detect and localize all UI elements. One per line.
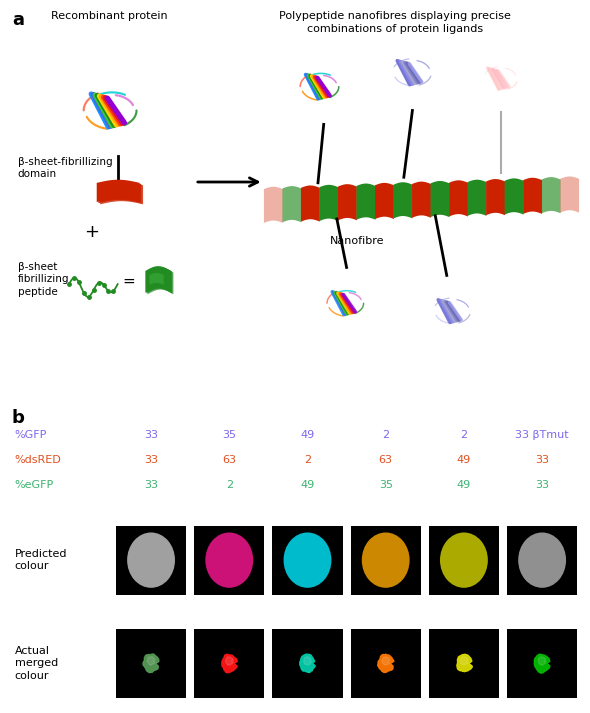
- Text: %eGFP: %eGFP: [15, 480, 54, 490]
- Text: Predicted
colour: Predicted colour: [15, 549, 67, 571]
- Text: Recombinant protein: Recombinant protein: [51, 11, 168, 21]
- Polygon shape: [535, 654, 550, 673]
- Text: 33: 33: [535, 480, 549, 490]
- Polygon shape: [147, 657, 155, 665]
- Text: 33: 33: [144, 455, 158, 465]
- Polygon shape: [143, 654, 159, 672]
- Text: Actual
merged
colour: Actual merged colour: [15, 646, 58, 681]
- FancyBboxPatch shape: [429, 525, 499, 595]
- Text: Polypeptide nanofibres displaying precise
combinations of protein ligands: Polypeptide nanofibres displaying precis…: [279, 11, 511, 34]
- Text: 49: 49: [457, 480, 471, 490]
- FancyBboxPatch shape: [194, 629, 264, 698]
- FancyBboxPatch shape: [350, 629, 421, 698]
- FancyBboxPatch shape: [507, 525, 578, 595]
- Ellipse shape: [284, 533, 332, 588]
- Polygon shape: [225, 657, 233, 665]
- Polygon shape: [460, 657, 468, 665]
- FancyBboxPatch shape: [194, 525, 264, 595]
- Polygon shape: [538, 657, 546, 665]
- FancyBboxPatch shape: [273, 525, 343, 595]
- Ellipse shape: [205, 533, 253, 588]
- Text: %GFP: %GFP: [15, 430, 47, 440]
- FancyBboxPatch shape: [116, 525, 186, 595]
- FancyBboxPatch shape: [350, 525, 421, 595]
- Text: 35: 35: [222, 430, 236, 440]
- Text: =: =: [123, 274, 136, 289]
- Ellipse shape: [518, 533, 566, 588]
- FancyBboxPatch shape: [273, 629, 343, 698]
- Text: 63: 63: [379, 455, 393, 465]
- Text: 35: 35: [379, 480, 393, 490]
- Text: 49: 49: [457, 455, 471, 465]
- Polygon shape: [378, 654, 394, 672]
- Text: %dsRED: %dsRED: [15, 455, 61, 465]
- FancyBboxPatch shape: [507, 629, 578, 698]
- Text: a: a: [12, 11, 24, 29]
- Ellipse shape: [362, 533, 409, 588]
- Ellipse shape: [127, 533, 175, 588]
- Text: +: +: [84, 222, 100, 241]
- Text: 33 βTmut: 33 βTmut: [515, 430, 569, 440]
- Text: 2: 2: [382, 430, 389, 440]
- Ellipse shape: [440, 533, 488, 588]
- Polygon shape: [304, 657, 312, 665]
- Polygon shape: [222, 655, 237, 672]
- Text: 2: 2: [304, 455, 311, 465]
- Text: 49: 49: [300, 480, 314, 490]
- Text: 63: 63: [222, 455, 236, 465]
- Text: 33: 33: [144, 480, 158, 490]
- Text: 33: 33: [535, 455, 549, 465]
- Polygon shape: [382, 657, 390, 665]
- Text: 33: 33: [144, 430, 158, 440]
- FancyBboxPatch shape: [116, 629, 186, 698]
- Text: b: b: [12, 409, 25, 426]
- Text: 49: 49: [300, 430, 314, 440]
- FancyBboxPatch shape: [429, 629, 499, 698]
- Text: 2: 2: [460, 430, 467, 440]
- Text: β-sheet-fibrillizing
domain: β-sheet-fibrillizing domain: [18, 157, 112, 179]
- Text: β-sheet
fibrillizing
peptide: β-sheet fibrillizing peptide: [18, 262, 69, 297]
- Text: 2: 2: [226, 480, 233, 490]
- Text: Nanofibre: Nanofibre: [329, 236, 384, 246]
- Polygon shape: [300, 654, 315, 672]
- Polygon shape: [457, 655, 472, 672]
